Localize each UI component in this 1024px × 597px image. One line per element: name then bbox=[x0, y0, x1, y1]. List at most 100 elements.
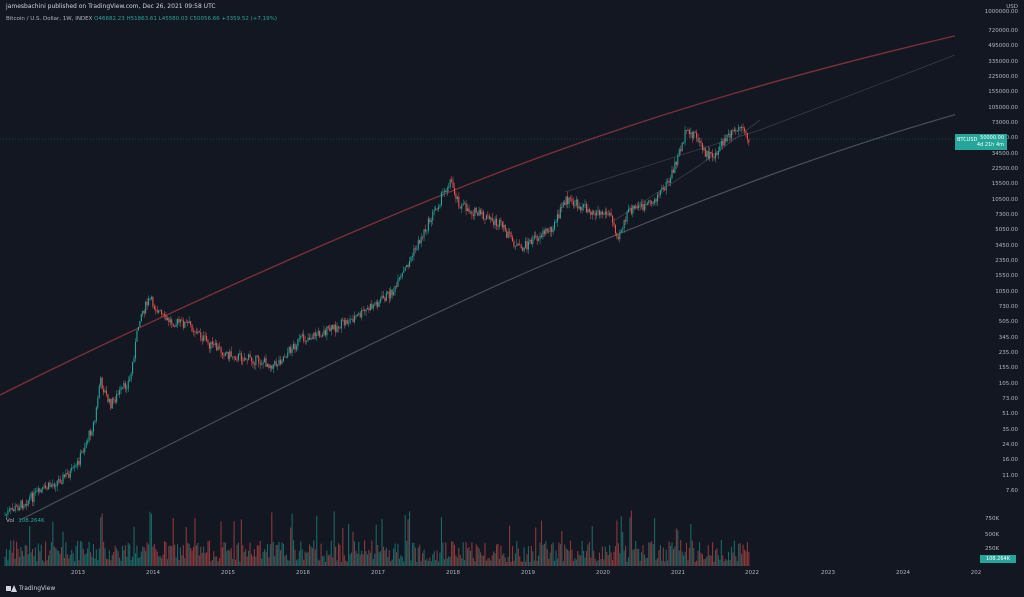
candle[interactable] bbox=[217, 346, 219, 351]
candle[interactable] bbox=[185, 321, 187, 323]
candle[interactable] bbox=[272, 364, 274, 369]
candle[interactable] bbox=[683, 142, 685, 144]
candle[interactable] bbox=[520, 245, 522, 249]
candle[interactable] bbox=[496, 218, 498, 226]
candle[interactable] bbox=[638, 205, 640, 208]
trend-channel[interactable] bbox=[0, 19, 1024, 521]
candle[interactable] bbox=[565, 196, 567, 205]
candle[interactable] bbox=[156, 311, 158, 313]
candle[interactable] bbox=[63, 474, 65, 477]
candle[interactable] bbox=[143, 310, 145, 314]
candle[interactable] bbox=[235, 357, 237, 360]
candle[interactable] bbox=[378, 302, 380, 307]
candle[interactable] bbox=[94, 420, 96, 423]
candle[interactable] bbox=[551, 226, 553, 233]
candle[interactable] bbox=[317, 330, 319, 335]
candle[interactable] bbox=[145, 301, 147, 314]
candle[interactable] bbox=[414, 248, 416, 250]
candle[interactable] bbox=[13, 509, 15, 512]
candle[interactable] bbox=[58, 479, 60, 481]
candle[interactable] bbox=[561, 207, 563, 208]
candle[interactable] bbox=[5, 514, 7, 515]
candle[interactable] bbox=[678, 149, 680, 156]
candle[interactable] bbox=[610, 212, 612, 217]
candle[interactable] bbox=[730, 130, 732, 138]
candle[interactable] bbox=[281, 361, 283, 364]
candle[interactable] bbox=[129, 379, 131, 382]
candle[interactable] bbox=[130, 373, 132, 380]
candle[interactable] bbox=[448, 186, 450, 188]
candle[interactable] bbox=[340, 319, 342, 329]
candle[interactable] bbox=[124, 382, 126, 389]
candle[interactable] bbox=[658, 194, 660, 196]
candle[interactable] bbox=[409, 260, 411, 267]
candle[interactable] bbox=[279, 359, 282, 364]
candle[interactable] bbox=[284, 356, 286, 358]
candle[interactable] bbox=[440, 192, 442, 205]
candle[interactable] bbox=[46, 487, 48, 489]
candle[interactable] bbox=[614, 224, 616, 234]
candle[interactable] bbox=[213, 344, 215, 345]
candle[interactable] bbox=[375, 301, 377, 305]
candle[interactable] bbox=[206, 336, 208, 341]
candle[interactable] bbox=[277, 364, 279, 366]
candle[interactable] bbox=[319, 330, 321, 337]
candle[interactable] bbox=[452, 181, 454, 188]
inner-trend-line[interactable] bbox=[564, 54, 956, 193]
candle[interactable] bbox=[282, 356, 284, 362]
candle[interactable] bbox=[513, 241, 515, 247]
candle[interactable] bbox=[352, 318, 354, 323]
candle[interactable] bbox=[665, 182, 667, 191]
candle[interactable] bbox=[303, 334, 305, 341]
candle[interactable] bbox=[472, 214, 474, 216]
candle[interactable] bbox=[20, 500, 22, 509]
candle[interactable] bbox=[265, 358, 267, 367]
candle[interactable] bbox=[85, 442, 87, 448]
candle[interactable] bbox=[540, 235, 543, 237]
candle[interactable] bbox=[575, 199, 577, 206]
candle[interactable] bbox=[33, 492, 35, 502]
candle[interactable] bbox=[594, 213, 596, 216]
candle[interactable] bbox=[498, 219, 500, 227]
candle[interactable] bbox=[140, 314, 142, 321]
candle[interactable] bbox=[506, 231, 508, 238]
candle[interactable] bbox=[639, 205, 641, 207]
candle[interactable] bbox=[699, 140, 701, 142]
candle[interactable] bbox=[355, 316, 357, 317]
candle[interactable] bbox=[108, 399, 110, 402]
candle[interactable] bbox=[613, 222, 615, 225]
candle[interactable] bbox=[404, 267, 406, 271]
candle[interactable] bbox=[693, 131, 695, 139]
candle[interactable] bbox=[290, 346, 292, 353]
candle[interactable] bbox=[181, 319, 183, 321]
candle[interactable] bbox=[362, 309, 364, 311]
candle[interactable] bbox=[227, 351, 229, 359]
candle[interactable] bbox=[633, 205, 635, 209]
candle[interactable] bbox=[478, 209, 480, 216]
candle[interactable] bbox=[187, 321, 189, 324]
candle[interactable] bbox=[684, 130, 686, 143]
candle[interactable] bbox=[410, 256, 412, 261]
candle[interactable] bbox=[107, 394, 109, 402]
candle[interactable] bbox=[168, 317, 170, 323]
candle[interactable] bbox=[535, 235, 537, 237]
candle[interactable] bbox=[39, 488, 41, 493]
candle[interactable] bbox=[500, 219, 502, 222]
candle[interactable] bbox=[14, 505, 16, 512]
candle[interactable] bbox=[656, 194, 659, 202]
candle[interactable] bbox=[245, 357, 247, 360]
candle[interactable] bbox=[365, 309, 367, 312]
candle[interactable] bbox=[369, 303, 371, 311]
candle[interactable] bbox=[714, 152, 717, 159]
candle[interactable] bbox=[491, 217, 493, 222]
candle[interactable] bbox=[532, 239, 534, 244]
candle[interactable] bbox=[139, 320, 141, 327]
candle[interactable] bbox=[517, 243, 519, 245]
candle[interactable] bbox=[558, 214, 560, 219]
candle[interactable] bbox=[651, 200, 653, 204]
candle[interactable] bbox=[11, 507, 13, 510]
candle[interactable] bbox=[274, 361, 276, 365]
candle[interactable] bbox=[95, 407, 97, 421]
candle[interactable] bbox=[368, 308, 370, 311]
candle[interactable] bbox=[116, 394, 118, 403]
